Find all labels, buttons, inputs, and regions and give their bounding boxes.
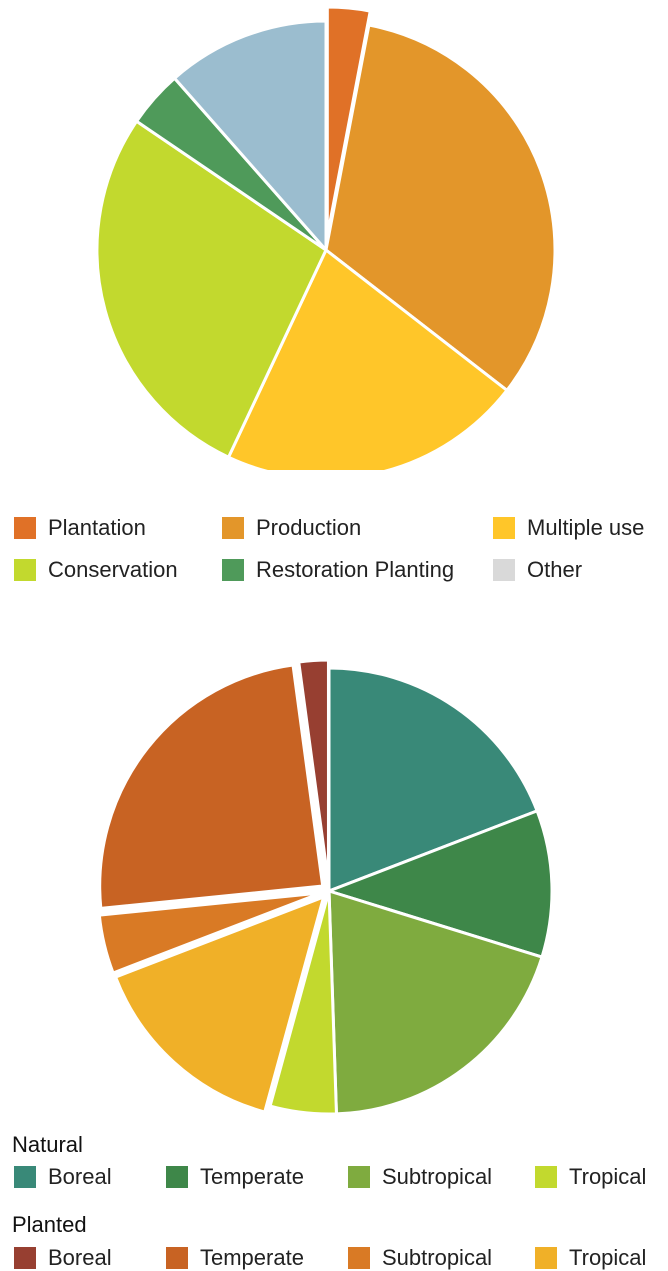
legend-label: Other <box>527 557 583 582</box>
legend-swatch <box>14 1247 36 1269</box>
legend-label: Tropical <box>569 1164 647 1189</box>
legend-label: Subtropical <box>382 1245 493 1270</box>
legend-item-planted-boreal: Boreal <box>14 1245 112 1271</box>
legend-swatch <box>166 1166 188 1188</box>
forest-type-pie-chart: Natural Boreal Temperate Subtropical Tro… <box>0 658 668 1270</box>
legend-swatch <box>348 1247 370 1269</box>
legend-item-plantation: Plantation <box>14 515 146 541</box>
legend-swatch <box>14 1166 36 1188</box>
legend-label: Temperate <box>200 1164 304 1189</box>
legend-item-natural-tropical: Tropical <box>535 1164 646 1190</box>
legend-swatch <box>535 1166 557 1188</box>
pie-slice-plantation <box>325 5 372 238</box>
pie-slice-conservation <box>95 119 328 459</box>
legend-swatch <box>493 559 515 581</box>
forest-use-pie <box>95 5 557 481</box>
legend-item-natural-subtropical: Subtropical <box>348 1164 492 1190</box>
legend-label: Subtropical <box>382 1164 493 1189</box>
legend-label: Conservation <box>48 557 178 582</box>
legend-swatch <box>493 517 515 539</box>
legend-label: Boreal <box>48 1245 112 1270</box>
legend-label: Boreal <box>48 1164 112 1189</box>
legend-label: Production <box>256 515 362 540</box>
legend-swatch <box>14 559 36 581</box>
pie-slice-natural-boreal <box>327 666 539 893</box>
legend-swatch <box>166 1247 188 1269</box>
legend-item-production: Production <box>222 515 361 541</box>
legend-item-planted-temperate: Temperate <box>166 1245 304 1271</box>
legend-item-natural-boreal: Boreal <box>14 1164 112 1190</box>
forest-type-pie <box>97 658 554 1116</box>
legend-item-conservation: Conservation <box>14 557 178 583</box>
legend-item-planted-subtropical: Subtropical <box>348 1245 492 1271</box>
legend-swatch <box>14 517 36 539</box>
legend-item-restoration-planting: Restoration Planting <box>222 557 454 583</box>
legend-label: Tropical <box>569 1245 647 1270</box>
legend-label: Multiple use <box>527 515 645 540</box>
pie-slice-planted-tropical <box>114 895 326 1114</box>
legend-item-natural-temperate: Temperate <box>166 1164 304 1190</box>
pie-slice-natural-temperate <box>327 809 554 959</box>
legend-item-multiple-use: Multiple use <box>493 515 644 541</box>
legend-swatch <box>535 1247 557 1269</box>
legend-label: Temperate <box>200 1245 304 1270</box>
legend-label: Restoration Planting <box>256 557 455 582</box>
pie-slice-planted-temperate <box>98 663 325 910</box>
pie-slice-natural-subtropical <box>327 889 544 1116</box>
pie-slice-planted-boreal <box>297 658 330 885</box>
legend-swatch <box>222 517 244 539</box>
pie-slice-unlabeled <box>173 19 328 252</box>
pie-slice-planted-subtropical <box>97 891 323 975</box>
legend-group-title-planted: Planted <box>12 1212 87 1237</box>
legend-swatch <box>348 1166 370 1188</box>
pie-slice-production <box>324 23 557 392</box>
legend-label: Plantation <box>48 515 146 540</box>
forest-use-pie-chart: Plantation Production Multiple use Conse… <box>0 0 668 582</box>
pie-slice-natural-tropical <box>268 889 338 1116</box>
legend-swatch <box>222 559 244 581</box>
legend-item-planted-tropical: Tropical <box>535 1245 646 1271</box>
legend-item-other: Other <box>493 557 582 583</box>
legend-group-title-natural: Natural <box>12 1132 83 1157</box>
